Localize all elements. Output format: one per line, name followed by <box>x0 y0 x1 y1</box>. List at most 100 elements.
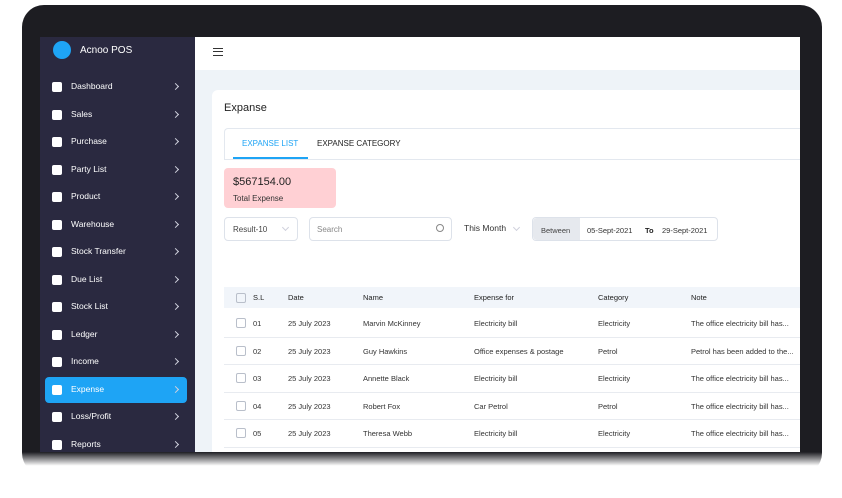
result-select[interactable]: Result-10 <box>224 217 298 241</box>
date-from: 05-Sept-2021 <box>587 226 633 235</box>
menu-label: Reports <box>71 438 101 449</box>
total-amount: $567154.00 <box>233 176 292 188</box>
menu-icon <box>52 302 62 312</box>
chevron <box>171 82 180 91</box>
sidebar-item[interactable]: Ledger <box>45 322 187 348</box>
chevron <box>171 220 180 228</box>
date-to: 29-Sept-2021 <box>662 226 708 235</box>
sidebar-item[interactable]: Product <box>45 184 187 210</box>
chevron <box>281 223 290 232</box>
menu-icon <box>52 412 62 422</box>
brand: Acnoo POS <box>80 45 133 56</box>
menu-icon <box>52 384 62 395</box>
total-label: Total Expense <box>233 194 284 203</box>
checkbox[interactable] <box>236 345 246 356</box>
table-cell: The office electricity bill has... <box>691 319 789 328</box>
menu-icon <box>52 192 62 202</box>
to-label: To <box>645 226 654 235</box>
table-cell: Electricity <box>598 319 631 328</box>
table-cell: Annette Black <box>363 374 410 383</box>
sidebar-item[interactable]: Due List <box>45 267 187 293</box>
table-cell: Petrol <box>598 346 618 356</box>
chevron <box>171 275 180 283</box>
table-cell: 25 July 2023 <box>288 319 331 328</box>
chevron <box>171 110 180 118</box>
table-cell: 25 July 2023 <box>288 346 331 356</box>
menu-icon <box>52 109 62 120</box>
table-cell: The office electricity bill has... <box>691 401 789 411</box>
table-cell: Guy Hawkins <box>363 346 408 356</box>
checkbox[interactable] <box>236 318 246 328</box>
sidebar-item[interactable]: Loss/Profit <box>45 404 187 430</box>
search-icon <box>436 224 444 232</box>
menu-label: Sales <box>71 108 93 119</box>
table-cell: Electricity bill <box>474 374 518 383</box>
menu-icon <box>52 329 62 340</box>
column-header: Date <box>288 293 304 302</box>
menu-label: Expense <box>71 383 105 394</box>
tab[interactable]: EXPANSE CATEGORY <box>317 139 401 148</box>
column-header: Note <box>691 293 707 302</box>
search-input[interactable]: Search <box>309 217 452 241</box>
menu-icon <box>52 247 62 257</box>
menu-label: Ledger <box>71 328 98 339</box>
chevron <box>171 357 180 366</box>
chevron <box>171 302 180 311</box>
table-cell: Electricity bill <box>474 429 518 438</box>
menu-label: Income <box>71 356 99 366</box>
checkbox[interactable] <box>236 293 246 303</box>
sidebar-item[interactable]: Dashboard <box>45 74 187 100</box>
menu-icon <box>52 274 62 285</box>
column-header: S.L <box>253 293 265 302</box>
sidebar-item[interactable]: Party List <box>45 157 187 183</box>
menu-label: Product <box>71 191 101 201</box>
sidebar-item[interactable]: Reports <box>45 432 187 453</box>
table-cell: 03 <box>253 374 262 383</box>
sidebar-item[interactable]: Sales <box>45 102 187 128</box>
sidebar-item[interactable]: Income <box>45 349 187 375</box>
chevron <box>171 385 180 393</box>
chevron <box>171 247 180 256</box>
table-cell: Petrol has been added to the... <box>691 346 794 356</box>
bottom-fade <box>0 452 842 498</box>
menu-icon <box>52 219 62 230</box>
row-divider <box>224 364 800 365</box>
sidebar-item[interactable]: Stock Transfer <box>45 239 187 265</box>
logo <box>53 41 71 59</box>
chevron <box>171 165 180 173</box>
sidebar-item[interactable]: Purchase <box>45 129 187 155</box>
sidebar: Acnoo POS Dashboard Sales Purchase Party Li… <box>40 37 195 452</box>
tab-bar <box>224 128 800 160</box>
table-cell: 01 <box>253 319 262 328</box>
chevron <box>171 330 180 338</box>
checkbox[interactable] <box>236 373 246 383</box>
table-cell: Theresa Webb <box>363 429 413 438</box>
sidebar-item[interactable]: Expense <box>45 376 187 403</box>
menu-label: Warehouse <box>71 218 115 229</box>
chevron <box>171 440 180 448</box>
chevron <box>171 412 180 421</box>
table-cell: Electricity bill <box>474 319 518 328</box>
sidebar-item[interactable]: Stock List <box>45 294 187 320</box>
menu-label: Dashboard <box>71 81 113 91</box>
summary-card: $567154.00 Total Expense <box>224 168 336 208</box>
between-label <box>533 218 580 240</box>
menu-icon <box>52 439 62 450</box>
table-cell: Robert Fox <box>363 401 401 411</box>
menu-label: Loss/Profit <box>71 411 112 421</box>
table-cell: 05 <box>253 429 262 438</box>
tab[interactable]: EXPANSE LIST <box>242 139 299 148</box>
page-title: Expanse <box>224 102 267 114</box>
checkbox[interactable] <box>236 400 246 411</box>
menu-button[interactable] <box>213 48 223 56</box>
checkbox[interactable] <box>236 428 246 438</box>
sidebar-item[interactable]: Warehouse <box>45 212 187 238</box>
menu-label: Purchase <box>71 136 107 146</box>
date-range[interactable]: Between 05-Sept-2021 To 29-Sept-2021 <box>532 217 718 241</box>
content-card: Expanse EXPANSE LIST EXPANSE CATEGORY $567… <box>212 90 800 452</box>
menu-icon <box>52 82 62 92</box>
tab-underline <box>233 157 308 159</box>
period-select[interactable]: This Month <box>464 223 507 233</box>
